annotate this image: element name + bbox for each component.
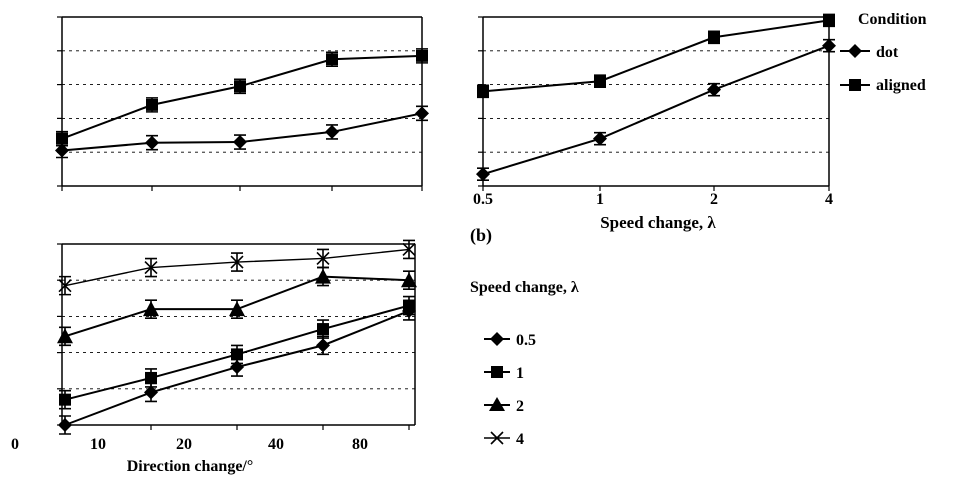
series-line-aligned bbox=[482, 19, 830, 93]
data-point-x bbox=[58, 279, 72, 293]
data-point-triangle bbox=[57, 328, 73, 344]
x-tick-label: 0.5 bbox=[473, 191, 493, 208]
x-tick-label: 0 bbox=[11, 436, 19, 453]
x-tick-label: 1 bbox=[596, 191, 604, 208]
legend-speed-title: Speed change, λ bbox=[470, 279, 579, 296]
panel-b-xlabel: Speed change, λ bbox=[600, 213, 716, 232]
data-point-square bbox=[477, 85, 489, 98]
data-point-square bbox=[416, 49, 428, 62]
x-marker-icon bbox=[490, 431, 504, 445]
data-point-x bbox=[402, 242, 416, 256]
data-point-diamond bbox=[476, 167, 490, 182]
legend-speed-label: 2 bbox=[516, 398, 524, 415]
data-point-triangle bbox=[315, 268, 331, 284]
data-point-x bbox=[230, 255, 244, 269]
legend-speed-label: 4 bbox=[516, 431, 524, 448]
data-point-square bbox=[145, 371, 157, 384]
legend-condition-title: Condition bbox=[858, 11, 927, 28]
x-tick-label: 4 bbox=[825, 191, 833, 208]
panel-a bbox=[55, 16, 429, 191]
panel-c-xlabel: Direction change/° bbox=[127, 458, 254, 475]
legend-condition-item-aligned: aligned bbox=[840, 77, 926, 94]
data-point-triangle bbox=[229, 301, 245, 317]
data-point-diamond bbox=[822, 38, 836, 53]
data-point-square bbox=[823, 14, 835, 27]
x-tick-label: 20 bbox=[176, 436, 192, 453]
data-point-square bbox=[403, 299, 415, 312]
diamond-marker-icon bbox=[848, 44, 862, 58]
data-point-diamond bbox=[58, 418, 72, 432]
data-point-diamond bbox=[325, 124, 339, 139]
legend-condition-label: dot bbox=[876, 44, 899, 61]
data-point-diamond bbox=[233, 135, 247, 150]
panel-b: 0.5 1 2 4 bbox=[473, 13, 836, 208]
series-line-aligned bbox=[61, 54, 423, 140]
data-point-square bbox=[146, 98, 158, 111]
legend-speed-item-4: 4 bbox=[484, 431, 524, 448]
legend-speed-label: 1 bbox=[516, 365, 524, 382]
data-point-square bbox=[231, 348, 243, 361]
data-point-square bbox=[326, 53, 338, 66]
data-point-triangle bbox=[401, 272, 417, 288]
legend-condition-item-dot: dot bbox=[840, 44, 899, 61]
x-tick-label: 40 bbox=[268, 436, 284, 453]
legend-speed-label: 0.5 bbox=[516, 332, 536, 349]
x-tick-label: 10 bbox=[90, 436, 106, 453]
data-point-triangle bbox=[143, 301, 159, 317]
data-point-diamond bbox=[145, 135, 159, 150]
x-tick-label: 80 bbox=[352, 436, 368, 453]
data-point-square bbox=[594, 75, 606, 88]
data-point-square bbox=[708, 31, 720, 44]
square-marker-icon bbox=[491, 366, 503, 378]
legend-condition-label: aligned bbox=[876, 77, 926, 94]
data-point-diamond bbox=[415, 106, 429, 121]
data-point-x bbox=[144, 260, 158, 275]
legend-speed-item-1: 1 bbox=[484, 365, 524, 382]
data-point-square bbox=[59, 393, 71, 406]
data-point-diamond bbox=[55, 143, 69, 158]
triangle-marker-icon bbox=[489, 397, 505, 411]
data-point-square bbox=[234, 80, 246, 93]
legend-speed-item-2: 2 bbox=[484, 397, 524, 415]
panel-c: 0 10 20 40 80 bbox=[11, 239, 417, 453]
data-point-diamond bbox=[593, 131, 607, 146]
data-point-diamond bbox=[144, 385, 158, 400]
diamond-marker-icon bbox=[490, 332, 504, 346]
panel-b-label: (b) bbox=[470, 225, 492, 246]
data-point-diamond bbox=[316, 338, 330, 353]
data-point-x bbox=[316, 251, 330, 266]
x-tick-label: 2 bbox=[710, 191, 718, 208]
data-point-square bbox=[317, 323, 329, 336]
series-line-dot bbox=[482, 44, 830, 176]
data-point-diamond bbox=[707, 82, 721, 97]
square-marker-icon bbox=[849, 79, 861, 91]
data-point-square bbox=[56, 132, 68, 145]
legend-speed-item-0.5: 0.5 bbox=[484, 332, 536, 349]
